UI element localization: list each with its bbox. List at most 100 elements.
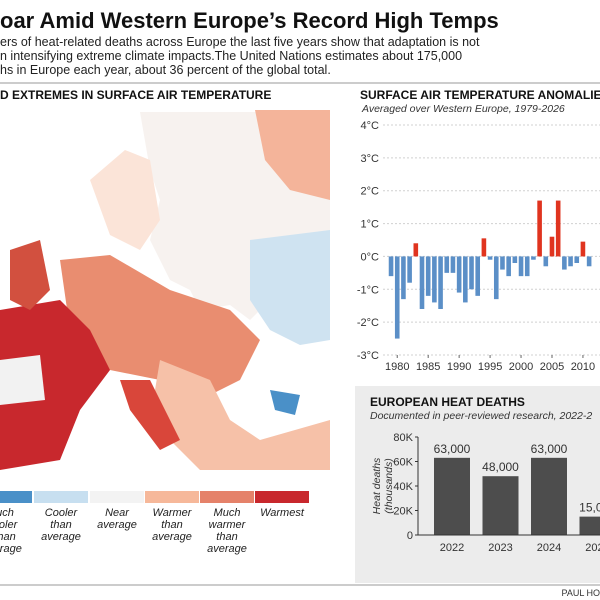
- chart-title: EUROPEAN HEAT DEATHS: [370, 395, 525, 409]
- bar: [543, 256, 549, 267]
- legend-label: uchoolerthanverage: [0, 507, 22, 555]
- chart-title: SURFACE AIR TEMPERATURE ANOMALIE: [360, 88, 600, 102]
- x-tick-label: 2005: [540, 361, 564, 373]
- bar: [407, 256, 412, 283]
- map-land-scandinavia: [90, 150, 160, 250]
- x-tick-label: 1980: [385, 361, 409, 373]
- x-tick-label: 1990: [447, 361, 471, 373]
- bar: [549, 236, 555, 257]
- map-land-britain: [10, 240, 50, 310]
- bar: [579, 516, 600, 535]
- anomaly-chart: -3°C -2°C -1°C 0°C 1°C 2°C 3°C 4°C 1980 1985 1990 1…: [357, 120, 600, 373]
- bar: [463, 256, 468, 303]
- y-tick-label: 0: [407, 530, 413, 542]
- y-tick-label: 80K: [393, 432, 413, 444]
- bar: [568, 256, 573, 267]
- dek-line: ers of heat-related deaths across Europe…: [0, 35, 480, 49]
- value-label: 63,000: [531, 442, 568, 456]
- bar: [438, 256, 443, 309]
- bar: [524, 256, 530, 277]
- bar: [555, 200, 561, 257]
- value-label: 15,000: [579, 501, 600, 515]
- x-tick-label: 1995: [478, 361, 502, 373]
- map-land-west: [0, 300, 110, 470]
- bar: [401, 256, 406, 300]
- bar: [487, 256, 493, 260]
- headline: oar Amid Western Europe’s Record High Te…: [0, 8, 499, 33]
- map-land-central: [60, 255, 260, 400]
- map-land-italy: [120, 380, 180, 450]
- bar: [586, 256, 592, 267]
- dek-line: hs in Europe each year, about 36 percent…: [0, 63, 331, 77]
- legend-label: Near average: [97, 507, 137, 531]
- bar: [432, 256, 437, 303]
- map-land-cold-spot: [270, 390, 300, 415]
- legend-swatch: [34, 491, 88, 503]
- bar: [481, 238, 487, 257]
- y-tick-label: 0°C: [361, 251, 380, 263]
- x-tick-label: 2024: [537, 542, 561, 554]
- legend-label: Warmest: [260, 507, 305, 519]
- x-tick-label: 2025: [585, 542, 600, 554]
- bar: [562, 256, 567, 270]
- bar: [574, 256, 580, 263]
- legend-label: Much warmer than average: [207, 507, 247, 555]
- bar: [531, 256, 536, 260]
- chart-subtitle: Averaged over Western Europe, 1979-2026: [361, 103, 565, 115]
- bar: [394, 256, 400, 339]
- y-tick-label: 60K: [393, 457, 413, 469]
- value-label: 63,000: [434, 442, 471, 456]
- bar: [450, 256, 456, 273]
- y-tick-label: 40K: [393, 481, 413, 493]
- map-title: D EXTREMES IN SURFACE AIR TEMPERATURE: [0, 88, 271, 102]
- bar: [518, 256, 524, 277]
- dek-line: n intensifying extreme climate impacts.T…: [0, 49, 462, 63]
- credit: PAUL HO: [561, 588, 600, 598]
- y-axis-label: Heat deaths(thousands): [371, 457, 395, 514]
- legend-label: Cooler than average: [41, 507, 81, 543]
- map-land-east: [250, 230, 330, 345]
- map-land-northeast: [255, 110, 330, 200]
- bar: [493, 256, 499, 300]
- y-tick-label: 2°C: [361, 186, 380, 198]
- map: [0, 110, 330, 485]
- bar: [537, 200, 542, 257]
- legend-swatch: [0, 491, 32, 503]
- bar: [512, 256, 518, 263]
- bar: [531, 457, 567, 535]
- bar: [456, 256, 462, 293]
- y-tick-label: 20K: [393, 506, 413, 518]
- deaths-chart: 0 20K 40K 60K 80K 63,000 2022 48,000 2023 63,000 2…: [393, 432, 600, 554]
- y-tick-label: 4°C: [361, 120, 380, 132]
- y-tick-label: 3°C: [361, 153, 380, 165]
- y-tick-label: -1°C: [357, 284, 379, 296]
- map-land-gap: [0, 355, 45, 405]
- bar: [469, 256, 474, 290]
- x-tick-label: 1985: [416, 361, 440, 373]
- bar: [475, 256, 481, 296]
- x-tick-label: 2023: [488, 542, 512, 554]
- bar: [482, 476, 519, 535]
- legend-swatch: [145, 491, 199, 503]
- bar: [506, 256, 511, 277]
- value-label: 48,000: [482, 460, 519, 474]
- legend-swatch: [90, 491, 144, 503]
- bar: [388, 256, 394, 277]
- bar: [434, 457, 470, 535]
- legend-swatch: [200, 491, 254, 503]
- bar: [580, 241, 586, 257]
- y-tick-label: 1°C: [361, 219, 380, 231]
- bar: [419, 256, 425, 309]
- bar: [500, 256, 505, 270]
- bar: [425, 256, 431, 296]
- map-land-south: [150, 360, 330, 470]
- x-tick-label: 2010: [571, 361, 595, 373]
- legend-swatch: [255, 491, 309, 503]
- x-tick-label: 2000: [509, 361, 533, 373]
- legend-label: Warmer than average: [152, 507, 193, 543]
- bar: [444, 256, 450, 273]
- y-tick-label: -3°C: [357, 350, 379, 362]
